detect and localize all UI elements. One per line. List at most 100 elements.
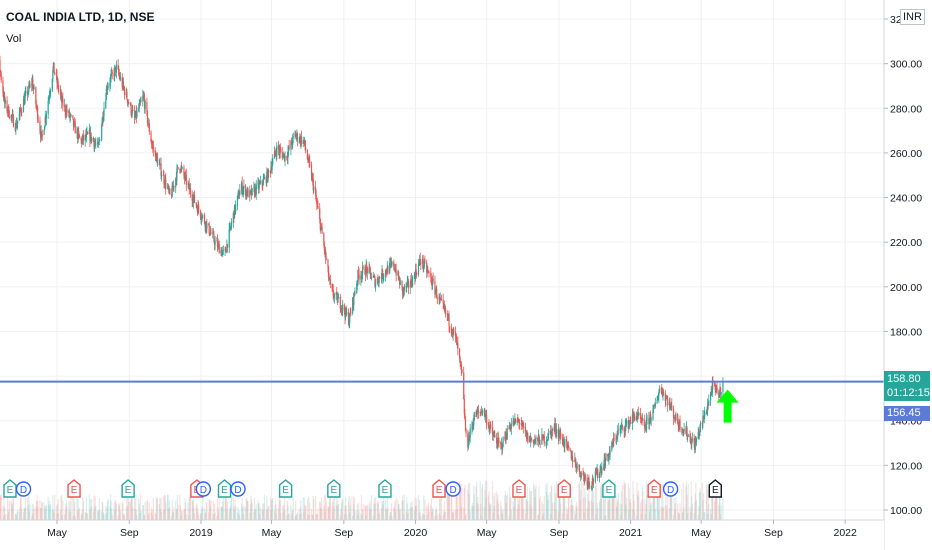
- volume-bar: [563, 484, 565, 520]
- candle-body: [440, 298, 442, 300]
- candle-body: [401, 280, 403, 287]
- volume-bar: [365, 515, 367, 520]
- candle-body: [263, 178, 265, 180]
- candle-body: [161, 174, 163, 176]
- dividend-marker[interactable]: D: [445, 481, 461, 497]
- volume-bar: [554, 484, 556, 520]
- volume-bar: [389, 512, 391, 520]
- candle-body: [105, 88, 107, 100]
- dividend-marker[interactable]: D: [662, 481, 679, 497]
- volume-bar: [333, 498, 336, 520]
- earnings-marker[interactable]: E: [432, 479, 446, 498]
- earnings-marker[interactable]: E: [3, 479, 17, 498]
- dividend-marker[interactable]: D: [195, 481, 212, 497]
- earnings-marker[interactable]: E: [647, 479, 661, 498]
- dividend-marker[interactable]: D: [15, 481, 32, 497]
- volume-bar: [346, 514, 348, 520]
- volume-bar: [574, 514, 576, 520]
- volume-bar: [487, 495, 490, 520]
- candle-body: [24, 96, 26, 105]
- candle-body: [624, 424, 626, 432]
- volume-bar: [283, 505, 285, 520]
- candle-body: [389, 263, 391, 274]
- candle-body: [658, 391, 660, 397]
- candle-body: [406, 283, 408, 288]
- volume-bar: [99, 510, 101, 520]
- volume-bar: [272, 497, 274, 520]
- earnings-marker[interactable]: E: [121, 479, 135, 498]
- volume-bar: [121, 501, 123, 520]
- candle-body: [35, 87, 37, 104]
- volume-bar: [208, 512, 210, 520]
- volume-bar: [139, 512, 141, 520]
- candle-body: [480, 412, 482, 413]
- earnings-marker[interactable]: E: [278, 479, 293, 498]
- candle-body: [177, 166, 179, 169]
- volume-bar: [203, 508, 206, 520]
- candle-body: [249, 190, 251, 198]
- earnings-marker[interactable]: E: [378, 479, 392, 498]
- candle-body: [703, 416, 705, 420]
- earnings-marker[interactable]: E: [217, 479, 232, 498]
- volume-bar: [414, 497, 416, 520]
- volume-bar: [86, 512, 89, 520]
- volume-bar: [456, 509, 458, 520]
- dividend-marker-shape: [195, 481, 212, 497]
- candle-body: [430, 272, 432, 278]
- volume-bar: [70, 495, 72, 520]
- candle-body: [228, 228, 230, 248]
- volume-bar: [463, 507, 465, 520]
- volume-bar: [636, 482, 638, 520]
- time-axis[interactable]: May Sep 2019 May Sep 2020 May Sep 2021 May Sep 2022: [0, 519, 884, 550]
- volume-bar: [270, 500, 273, 520]
- volume-bar: [704, 512, 706, 520]
- candle-body: [430, 277, 432, 284]
- volume-bar: [376, 503, 378, 520]
- earnings-marker[interactable]: E: [708, 479, 722, 498]
- candle-body: [677, 414, 679, 424]
- volume-bar: [547, 495, 549, 520]
- earnings-dividend-markers[interactable]: EDEEEDEDEEEEDEEEEDE: [3, 479, 722, 498]
- volume-bar: [546, 491, 548, 520]
- candle-body: [587, 482, 589, 486]
- volume-bar: [61, 514, 63, 520]
- volume-bar: [115, 504, 117, 520]
- volume-bar: [368, 503, 370, 520]
- volume-bar: [542, 504, 544, 520]
- candle-body: [687, 436, 689, 438]
- dividend-marker[interactable]: D: [230, 481, 246, 497]
- earnings-marker[interactable]: E: [67, 479, 81, 498]
- currency-label[interactable]: INR: [900, 9, 925, 25]
- volume-bar: [295, 515, 297, 520]
- candle-body: [0, 73, 2, 81]
- volume-bar: [195, 505, 197, 520]
- marker-letter: D: [20, 485, 27, 496]
- candle-body: [179, 168, 181, 171]
- volume-bar: [163, 510, 165, 520]
- price-axis[interactable]: 100.00120.00140.00160.00180.00200.00220.…: [883, 0, 932, 550]
- earnings-marker[interactable]: E: [557, 479, 571, 498]
- candle-body: [593, 481, 595, 483]
- volume-indicator-label[interactable]: Vol: [6, 33, 22, 45]
- volume-bar: [543, 513, 545, 520]
- volume-bar: [455, 484, 457, 520]
- volume-bar: [160, 497, 162, 520]
- candle-body: [16, 123, 18, 128]
- candle-body: [487, 424, 490, 426]
- candle-body: [259, 180, 261, 184]
- candle-body: [469, 428, 471, 438]
- earnings-marker[interactable]: E: [602, 479, 616, 498]
- volume-bar: [175, 509, 177, 520]
- candle-body: [8, 116, 10, 118]
- earnings-marker[interactable]: E: [327, 479, 341, 498]
- volume-bar: [516, 508, 518, 520]
- earnings-marker[interactable]: E: [512, 479, 526, 498]
- marker-letter: D: [667, 485, 674, 496]
- volume-bar: [386, 495, 388, 520]
- volume-bar: [561, 513, 564, 520]
- volume-bar: [496, 500, 498, 520]
- candle-body: [652, 406, 655, 409]
- volume-bar: [583, 512, 585, 520]
- volume-bar: [333, 507, 335, 520]
